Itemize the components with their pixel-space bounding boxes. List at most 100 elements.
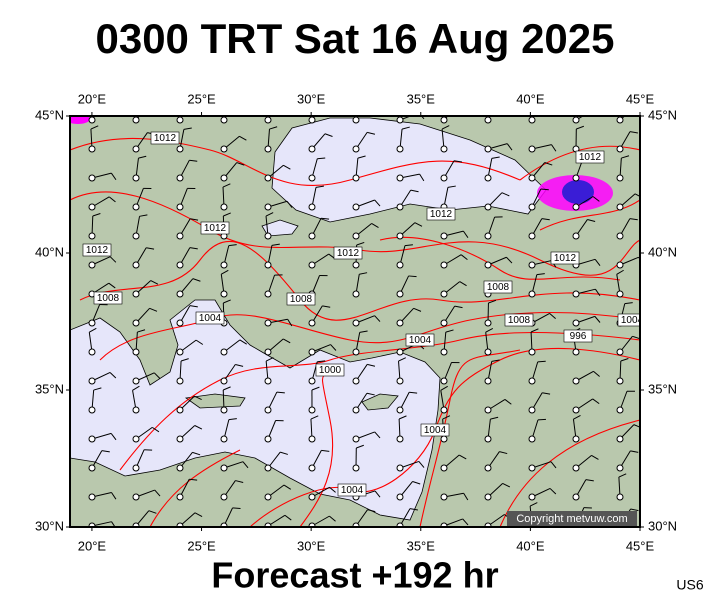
isobar-label: 1012: [204, 223, 227, 234]
barb-feather: [92, 212, 101, 217]
barb-station: [176, 377, 184, 385]
barb-station: [616, 493, 624, 501]
barb-station: [176, 319, 184, 327]
barb-station: [308, 116, 316, 124]
barb-feather: [420, 116, 425, 120]
barb-station: [132, 348, 140, 356]
barb-feather: [242, 461, 249, 469]
barb-feather: [409, 508, 418, 511]
barb-feather: [228, 244, 237, 247]
barb-feather: [287, 318, 293, 327]
barb-feather: [317, 360, 326, 363]
barb-station: [572, 406, 580, 414]
barb-station: [352, 377, 360, 385]
isobar-label: 1012: [579, 152, 602, 163]
isobar-label-box: [426, 207, 456, 221]
barb-station: [616, 145, 624, 153]
barb-station: [396, 116, 404, 124]
barb-feather: [624, 302, 633, 305]
barb-feather: [594, 316, 601, 323]
barb-feather: [189, 305, 198, 308]
lon-label: 30°E: [297, 91, 326, 106]
lat-label: 45°N: [648, 107, 677, 122]
barb-station: [264, 377, 272, 385]
barb-feather: [194, 512, 203, 517]
lon-label: 35°E: [407, 538, 436, 553]
barb-station: [616, 232, 624, 240]
barb-station: [88, 348, 96, 356]
barb-feather: [329, 486, 336, 493]
barb-station: [308, 493, 316, 501]
barb-feather: [551, 144, 557, 152]
barb-feather: [110, 433, 117, 441]
barb-feather: [630, 450, 639, 453]
barb-feather: [109, 372, 117, 379]
barb-station: [220, 290, 228, 298]
barb-feather: [280, 451, 288, 455]
barb-station: [616, 348, 624, 356]
barb-station: [88, 464, 96, 472]
barb-station: [264, 406, 272, 414]
barb-station: [220, 435, 228, 443]
barb-station: [352, 464, 360, 472]
barb-station: [616, 203, 624, 211]
barb-feather: [108, 196, 116, 203]
barb-station: [88, 232, 96, 240]
barb-feather: [283, 164, 291, 170]
barb-station: [484, 493, 492, 501]
barb-feather: [634, 193, 640, 198]
barb-station: [220, 145, 228, 153]
lon-label: 25°E: [187, 91, 216, 106]
barb-feather: [152, 426, 160, 433]
barb-feather: [194, 425, 203, 430]
barb-station: [220, 348, 228, 356]
barb-feather: [618, 473, 627, 478]
barb-station: [352, 348, 360, 356]
isobar-label-box: [617, 313, 640, 327]
barb-station: [132, 232, 140, 240]
barb-station: [264, 319, 272, 327]
barb-feather: [371, 223, 379, 228]
barb-station: [132, 464, 140, 472]
barb-feather: [412, 480, 421, 485]
barb-feather: [410, 189, 419, 193]
barb-feather: [132, 385, 140, 391]
barb-feather: [595, 288, 601, 297]
barb-station: [176, 116, 184, 124]
barb-station: [616, 261, 624, 269]
barb-feather: [190, 218, 199, 221]
isobar-label-box: [286, 292, 316, 306]
barb-station: [132, 377, 140, 385]
isobar-label: 1012: [430, 209, 453, 220]
isobar-label: 996: [570, 331, 587, 342]
barb-feather: [195, 339, 204, 345]
barb-station: [572, 464, 580, 472]
barb-station: [132, 261, 140, 269]
barb-station: [396, 261, 404, 269]
barb-station: [176, 174, 184, 182]
barb-feather: [408, 275, 417, 278]
isobar-label-box: [563, 329, 593, 343]
barb-station: [440, 232, 448, 240]
isobar-line: [119, 331, 640, 471]
barb-feather: [620, 358, 629, 362]
barb-feather: [506, 143, 513, 151]
isobar-label: 1008: [508, 315, 531, 326]
barb-station: [484, 406, 492, 414]
barb-feather: [138, 155, 147, 159]
barb-station: [440, 116, 448, 124]
barb-station: [572, 290, 580, 298]
lon-label: 45°E: [626, 91, 655, 106]
barb-feather: [485, 328, 494, 333]
barb-feather: [367, 131, 376, 135]
barb-feather: [447, 185, 456, 188]
barb-feather: [283, 484, 292, 490]
barb-station: [616, 116, 624, 124]
barb-feather: [621, 155, 630, 159]
barb-feather: [616, 269, 624, 275]
barb-station: [176, 232, 184, 240]
barb-station: [176, 493, 184, 501]
barb-feather: [454, 305, 463, 309]
barb-feather: [537, 360, 546, 363]
barb-feather: [419, 173, 425, 182]
